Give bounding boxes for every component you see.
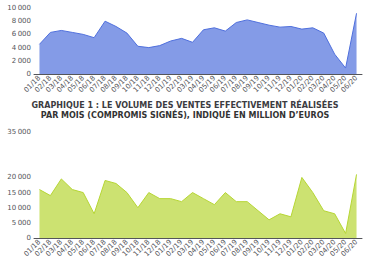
svg-text:04/20: 04/20: [317, 238, 338, 259]
svg-text:07/19: 07/19: [219, 74, 240, 95]
svg-text:0: 0: [27, 70, 31, 78]
svg-text:04/20: 04/20: [317, 74, 338, 95]
svg-text:01/20: 01/20: [284, 238, 305, 259]
svg-text:07/19: 07/19: [219, 238, 240, 259]
svg-text:04/19: 04/19: [186, 238, 207, 259]
svg-text:01/20: 01/20: [284, 74, 305, 95]
svg-text:03/18: 03/18: [44, 74, 65, 95]
svg-text:08/19: 08/19: [230, 238, 250, 259]
svg-text:GRAPHIQUE 1 : LE VOLUME DES VE: GRAPHIQUE 1 : LE VOLUME DES VENTES EFFEC…: [31, 99, 338, 110]
svg-text:06/18: 06/18: [77, 74, 97, 95]
svg-text:10/19: 10/19: [252, 74, 272, 95]
svg-text:5 000: 5 000: [12, 219, 31, 227]
svg-text:2 000: 2 000: [12, 57, 31, 65]
svg-text:04/18: 04/18: [55, 238, 76, 259]
svg-text:PAR MOIS (COMPROMIS SIGNÉS), I: PAR MOIS (COMPROMIS SIGNÉS), INDIQUÉ EN …: [41, 109, 330, 120]
svg-text:15 000: 15 000: [7, 189, 31, 197]
svg-text:03/18: 03/18: [44, 238, 65, 259]
svg-text:10/18: 10/18: [120, 74, 141, 95]
svg-text:06/19: 06/19: [208, 238, 229, 259]
svg-text:05/19: 05/19: [197, 74, 218, 95]
svg-text:08/18: 08/18: [98, 238, 119, 259]
svg-text:12/19: 12/19: [273, 238, 294, 259]
svg-text:09/18: 09/18: [109, 238, 130, 259]
svg-text:35 000: 35 000: [7, 128, 31, 136]
svg-text:07/18: 07/18: [88, 238, 108, 259]
svg-text:09/19: 09/19: [241, 74, 261, 95]
svg-text:20 000: 20 000: [7, 173, 31, 181]
svg-text:02/19: 02/19: [164, 238, 185, 259]
svg-text:01/19: 01/19: [153, 238, 174, 259]
svg-text:02/19: 02/19: [164, 74, 185, 95]
svg-text:12/18: 12/18: [142, 238, 163, 259]
svg-text:04/18: 04/18: [55, 74, 76, 95]
svg-text:12/18: 12/18: [142, 74, 163, 95]
svg-text:12/19: 12/19: [273, 74, 294, 95]
svg-text:06/18: 06/18: [77, 238, 97, 259]
svg-text:07/18: 07/18: [88, 74, 108, 95]
svg-text:02/20: 02/20: [295, 238, 316, 259]
svg-text:05/20: 05/20: [328, 238, 349, 259]
svg-text:03/20: 03/20: [306, 74, 327, 95]
svg-text:10/18: 10/18: [120, 238, 141, 259]
svg-text:0: 0: [27, 234, 31, 242]
svg-text:05/20: 05/20: [328, 74, 349, 95]
svg-text:08/19: 08/19: [230, 74, 250, 95]
svg-text:6 000: 6 000: [12, 30, 31, 38]
svg-text:02/20: 02/20: [295, 74, 316, 95]
svg-text:06/20: 06/20: [339, 74, 359, 94]
svg-text:4 000: 4 000: [12, 44, 31, 52]
svg-text:01/19: 01/19: [153, 74, 174, 95]
svg-text:05/18: 05/18: [66, 238, 86, 259]
svg-text:09/18: 09/18: [109, 74, 130, 95]
svg-text:05/19: 05/19: [197, 238, 218, 259]
svg-text:03/20: 03/20: [306, 238, 327, 259]
svg-text:8 000: 8 000: [12, 17, 31, 25]
svg-text:01/18: 01/18: [22, 238, 43, 259]
svg-text:11/18: 11/18: [131, 238, 152, 259]
svg-text:05/18: 05/18: [66, 74, 86, 95]
svg-text:10 000: 10 000: [7, 4, 31, 12]
svg-text:11/18: 11/18: [131, 74, 152, 95]
svg-text:11/19: 11/19: [262, 74, 283, 95]
svg-text:11/19: 11/19: [262, 238, 283, 259]
svg-text:06/19: 06/19: [208, 74, 229, 95]
svg-text:03/19: 03/19: [175, 74, 196, 95]
svg-text:01/18: 01/18: [22, 74, 43, 95]
svg-text:06/20: 06/20: [339, 238, 359, 258]
svg-text:09/19: 09/19: [241, 238, 261, 259]
svg-text:10/19: 10/19: [252, 238, 272, 259]
svg-text:03/19: 03/19: [175, 238, 196, 259]
svg-text:04/19: 04/19: [186, 74, 207, 95]
svg-text:02/18: 02/18: [33, 238, 54, 259]
svg-text:10 000: 10 000: [7, 204, 31, 212]
svg-text:02/18: 02/18: [33, 74, 54, 95]
svg-text:08/18: 08/18: [98, 74, 119, 95]
